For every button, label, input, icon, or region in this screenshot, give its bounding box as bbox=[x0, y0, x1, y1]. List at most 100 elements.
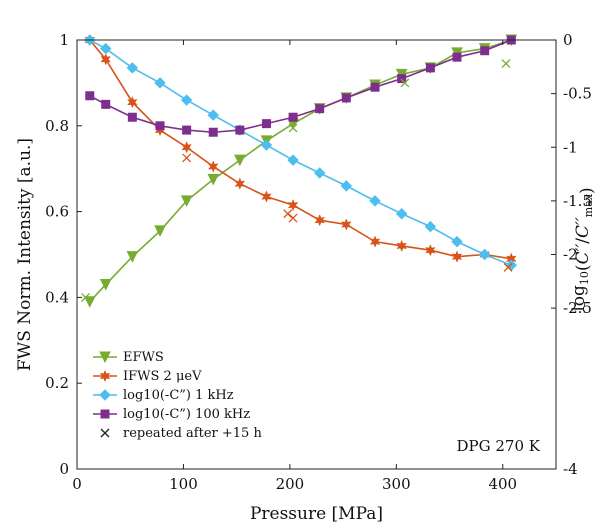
series-2-point-11 bbox=[369, 195, 381, 207]
repeat-point-6 bbox=[501, 59, 511, 69]
y-right-tick-label: -0.5 bbox=[563, 85, 592, 103]
series-3-point-3 bbox=[155, 121, 165, 131]
series-3-point-14 bbox=[452, 52, 462, 62]
y-axis-right-label: log10(C′′/C′′max) bbox=[569, 187, 597, 311]
series-3-point-0 bbox=[85, 91, 95, 101]
series-0 bbox=[83, 34, 518, 308]
series-2-point-5 bbox=[207, 109, 219, 121]
series-2-point-4 bbox=[180, 94, 193, 106]
series-1-point-4 bbox=[181, 141, 192, 154]
series-1-point-12 bbox=[396, 239, 408, 253]
series-3-point-7 bbox=[261, 119, 271, 129]
series-3-point-8 bbox=[288, 112, 298, 122]
series-1-point-13 bbox=[425, 244, 436, 257]
series-3-point-4 bbox=[182, 125, 192, 135]
x-tick-label: 100 bbox=[169, 475, 198, 493]
series-1-point-11 bbox=[369, 235, 381, 248]
repeat-point-5 bbox=[400, 78, 410, 88]
repeat-point-3 bbox=[288, 213, 298, 223]
series-2-point-1 bbox=[100, 42, 112, 55]
legend-marker-0 bbox=[99, 351, 111, 364]
series-3-point-11 bbox=[370, 82, 380, 92]
x-tick-label: 200 bbox=[276, 475, 305, 493]
chart-annotation: DPG 270 K bbox=[457, 437, 541, 455]
series-1-point-1 bbox=[100, 53, 112, 66]
y-right-tick-label: -1.5 bbox=[563, 192, 592, 210]
series-3-point-5 bbox=[208, 127, 218, 137]
series-3-point-1 bbox=[101, 99, 111, 109]
legend-label-4: repeated after +15 h bbox=[123, 426, 262, 441]
axes-layer: 0 100 200 300 400 0 0.2 0.4 0.6 0.8 1 -4 -2.5 -2 -1.5 -… bbox=[45, 31, 592, 493]
y-right-tick-label: -2 bbox=[563, 246, 578, 264]
y-right-tick-label: -1 bbox=[563, 138, 578, 156]
y-tick-label: 0.4 bbox=[45, 288, 69, 306]
repeat-point-4 bbox=[288, 123, 298, 133]
series-1-point-6 bbox=[234, 177, 246, 190]
y-tick-label: 0.8 bbox=[45, 117, 69, 135]
y-tick-label: 0 bbox=[59, 460, 69, 478]
series-1-point-8 bbox=[287, 198, 299, 212]
legend-label-0: EFWS bbox=[123, 350, 164, 365]
series-2 bbox=[84, 34, 518, 271]
y-tick-label: 0.2 bbox=[45, 374, 69, 392]
series-0-point-5 bbox=[207, 173, 220, 186]
series-layer bbox=[81, 33, 518, 308]
series-2-point-15 bbox=[478, 248, 491, 261]
series-4 bbox=[81, 59, 513, 302]
y-tick-label: 0.6 bbox=[45, 203, 69, 221]
series-0-point-2 bbox=[126, 251, 139, 263]
series-1-point-14 bbox=[451, 250, 463, 263]
repeat-point-7 bbox=[503, 262, 513, 272]
series-2-point-14 bbox=[451, 235, 463, 248]
y-right-tick-label: 0 bbox=[563, 31, 573, 49]
series-2-point-16 bbox=[505, 259, 518, 271]
series-1 bbox=[84, 33, 517, 265]
series-3-point-15 bbox=[480, 46, 490, 56]
y-right-tick-label: -4 bbox=[563, 460, 578, 478]
series-0-point-6 bbox=[234, 154, 246, 167]
legend-label-1: IFWS 2 μeV bbox=[123, 369, 202, 384]
series-0-point-1 bbox=[99, 279, 112, 291]
x-tick-label: 300 bbox=[382, 475, 411, 493]
y-right-tick-label: -2.5 bbox=[563, 299, 592, 317]
series-2-point-12 bbox=[395, 208, 408, 220]
legend: EFWS IFWS 2 μeV log10(-C”) 1 kHz log10(-C”)… bbox=[93, 350, 262, 441]
series-2-point-2 bbox=[126, 62, 139, 74]
series-1-point-10 bbox=[340, 218, 352, 231]
repeat-point-0 bbox=[81, 292, 90, 302]
legend-label-3: log10(-C”) 100 kHz bbox=[123, 407, 250, 422]
series-2-point-3 bbox=[154, 77, 166, 89]
series-3-point-6 bbox=[235, 125, 245, 135]
x-tick-label: 400 bbox=[488, 475, 517, 493]
y-tick-label: 1 bbox=[59, 31, 69, 49]
x-axis-label: Pressure [MPa] bbox=[250, 504, 383, 524]
series-3-point-9 bbox=[315, 104, 325, 114]
y-axis-label: FWS Norm. Intensity [a.u.] bbox=[15, 138, 35, 371]
legend-marker-4 bbox=[100, 428, 110, 438]
series-3-point-2 bbox=[127, 112, 137, 122]
legend-marker-3 bbox=[100, 409, 110, 419]
series-1-point-5 bbox=[207, 160, 219, 173]
series-2-point-8 bbox=[287, 154, 299, 166]
series-line-2 bbox=[89, 39, 512, 266]
legend-label-2: log10(-C”) 1 kHz bbox=[123, 388, 234, 403]
series-line-1 bbox=[89, 39, 512, 260]
series-3-point-12 bbox=[397, 74, 407, 84]
series-1-point-2 bbox=[127, 96, 138, 109]
x-tick-label: 0 bbox=[72, 475, 82, 493]
repeat-point-2 bbox=[283, 209, 293, 219]
series-2-point-7 bbox=[260, 139, 273, 151]
series-2-point-10 bbox=[340, 180, 353, 192]
series-1-point-7 bbox=[261, 190, 272, 203]
series-2-point-13 bbox=[424, 220, 437, 233]
legend-marker-1 bbox=[99, 369, 111, 383]
series-3-point-13 bbox=[425, 63, 435, 73]
series-0-point-4 bbox=[180, 195, 193, 207]
series-0-point-3 bbox=[154, 225, 166, 238]
series-1-point-9 bbox=[314, 214, 326, 227]
series-2-point-9 bbox=[313, 167, 326, 179]
series-3-point-10 bbox=[341, 93, 351, 103]
legend-marker-2 bbox=[99, 389, 111, 401]
repeat-point-1 bbox=[182, 153, 192, 163]
